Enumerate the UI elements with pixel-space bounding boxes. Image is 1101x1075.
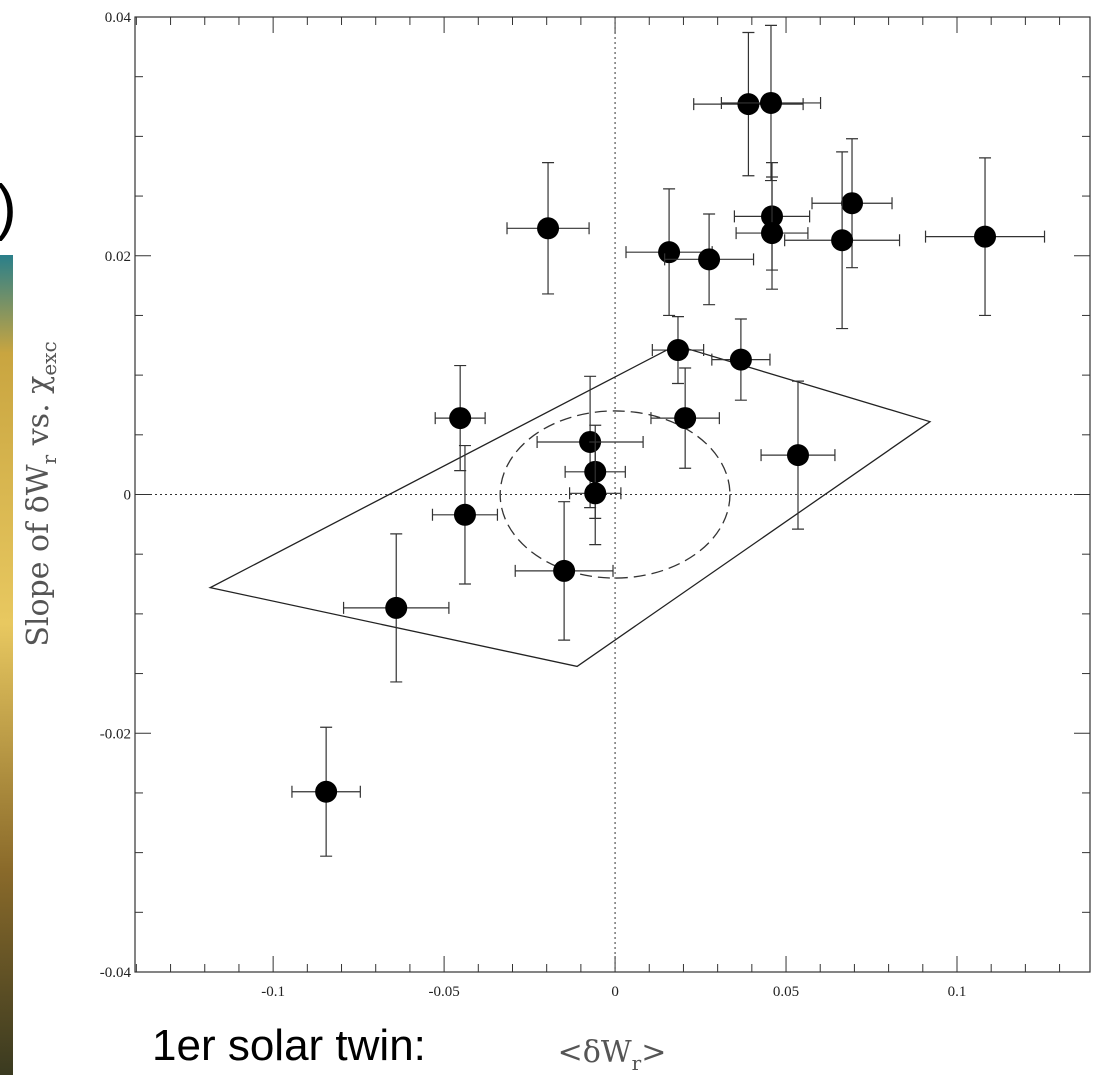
plot-layer: -0.1 -0.05 0 0.05 0.1-0.04-0.0200.020.04<δWr… [21,10,1090,1075]
x-axis-label-part: <δW [558,1035,632,1070]
point [737,93,760,116]
point [658,241,681,264]
y-axis-label-part: Slope of δW [21,464,56,646]
y-axis-label: Slope of δWr vs. χexc [21,341,61,646]
point [841,192,864,215]
y-axis-label-part: vs. χ [21,376,56,455]
point [666,339,689,362]
point [831,229,854,252]
point [698,248,721,271]
slide-fragment: ) [0,173,17,242]
region-polygon [208,344,932,668]
x-axis-label-part: r [632,1051,642,1075]
point [553,559,576,582]
y-tick-label: 0 [124,488,132,504]
point [537,217,560,240]
y-tick-label: -0.04 [100,965,132,981]
x-tick-label: -0.05 [428,984,459,1000]
slide-caption: 1er solar twin: [152,1021,426,1070]
x-tick-label: 0.1 [948,984,967,1000]
point [674,407,697,430]
point [974,225,997,248]
point [385,596,408,619]
y-axis-label-part: exc [37,341,61,375]
x-axis-label-part: > [641,1035,666,1070]
x-tick-label: 0.05 [773,984,799,1000]
point [315,780,338,803]
y-tick-label: 0.04 [105,10,132,26]
point [786,444,809,467]
y-tick-label: 0.02 [105,249,131,265]
y-axis-label-part: r [37,454,61,464]
x-axis-label: <δWr> [558,1035,667,1075]
error-ellipse [499,410,731,579]
point [453,503,476,526]
point [729,348,752,371]
point [584,482,607,505]
slide-image-strip [0,255,13,1075]
point [449,407,472,430]
point [759,91,782,114]
x-tick-label: -0.1 [261,984,285,1000]
x-tick-label: 0 [611,984,619,1000]
point [761,222,784,245]
y-tick-label: -0.02 [100,726,131,742]
